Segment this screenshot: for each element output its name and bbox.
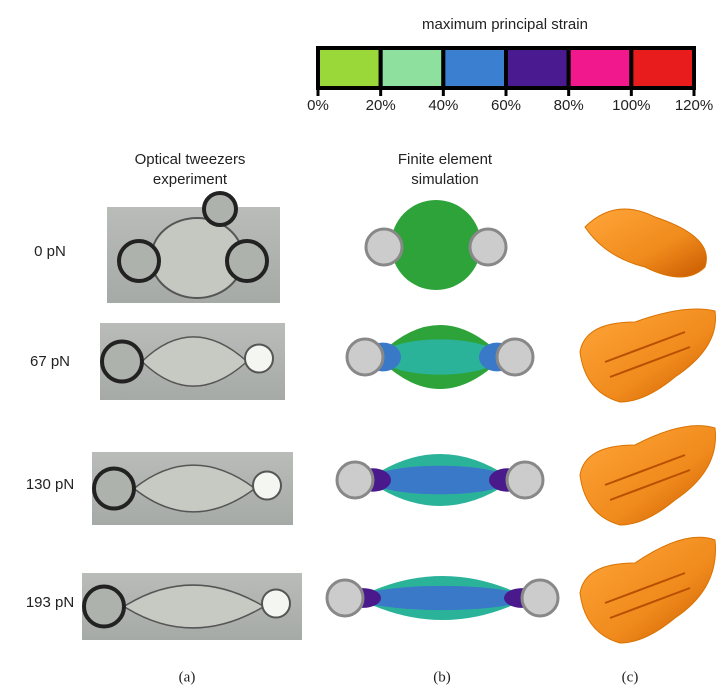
colorbar-segment <box>631 48 694 88</box>
fe-bead <box>337 462 373 498</box>
fe-bead <box>327 580 363 616</box>
fe-cell <box>391 200 481 290</box>
colorbar-tick-label: 60% <box>491 97 521 114</box>
bead <box>94 469 134 509</box>
panel-caption: (b) <box>433 669 451 685</box>
colorbar-tick-label: 120% <box>675 97 713 114</box>
colorbar-segment <box>569 48 632 88</box>
page: maximum principal strain 0% 20% 40% 60% 80% 1… <box>0 0 721 690</box>
fe-bead <box>497 339 533 375</box>
column-title: Optical tweezers <box>135 151 246 168</box>
colorbar-tick-label: 20% <box>366 97 396 114</box>
column-title: simulation <box>411 171 479 188</box>
row-label: 193 pN <box>26 594 74 611</box>
bead <box>119 241 159 281</box>
fe-bead <box>347 339 383 375</box>
column-title: Finite element <box>398 151 493 168</box>
fe-strain <box>361 586 524 610</box>
colorbar-title: maximum principal strain <box>422 16 588 33</box>
fe-3d-shape <box>580 537 716 643</box>
fe-3d-shape <box>585 209 706 277</box>
bead <box>253 472 281 500</box>
colorbar: 0% 20% 40% 60% 80% 100% 120% <box>307 48 713 114</box>
fe-bead <box>470 229 506 265</box>
fe-3d-shape <box>580 309 716 402</box>
colorbar-segment <box>443 48 506 88</box>
fe-bead <box>522 580 558 616</box>
colorbar-segment <box>381 48 444 88</box>
panel-caption: (c) <box>622 669 639 685</box>
bead <box>84 587 124 627</box>
colorbar-tick-label: 0% <box>307 97 329 114</box>
fe-bead <box>507 462 543 498</box>
colorbar-segment <box>318 48 381 88</box>
bead <box>102 342 142 382</box>
row-label: 67 pN <box>30 353 70 370</box>
row-label: 0 pN <box>34 243 66 260</box>
bead <box>227 241 267 281</box>
colorbar-tick-label: 40% <box>428 97 458 114</box>
column-title: experiment <box>153 171 228 188</box>
colorbar-segment <box>506 48 569 88</box>
figure: maximum principal strain 0% 20% 40% 60% 80% 1… <box>0 0 721 690</box>
bead <box>262 590 290 618</box>
bead <box>204 193 236 225</box>
fe-3d-shape <box>580 426 716 525</box>
panel-rows: 0 pN 67 pN 130 pN 193 pN <box>26 193 716 643</box>
panel-caption: (a) <box>179 669 196 685</box>
colorbar-tick-label: 100% <box>612 97 650 114</box>
bead <box>245 345 273 373</box>
fe-strain <box>371 466 509 495</box>
fe-bead <box>366 229 402 265</box>
colorbar-tick-label: 80% <box>554 97 584 114</box>
row-label: 130 pN <box>26 476 74 493</box>
